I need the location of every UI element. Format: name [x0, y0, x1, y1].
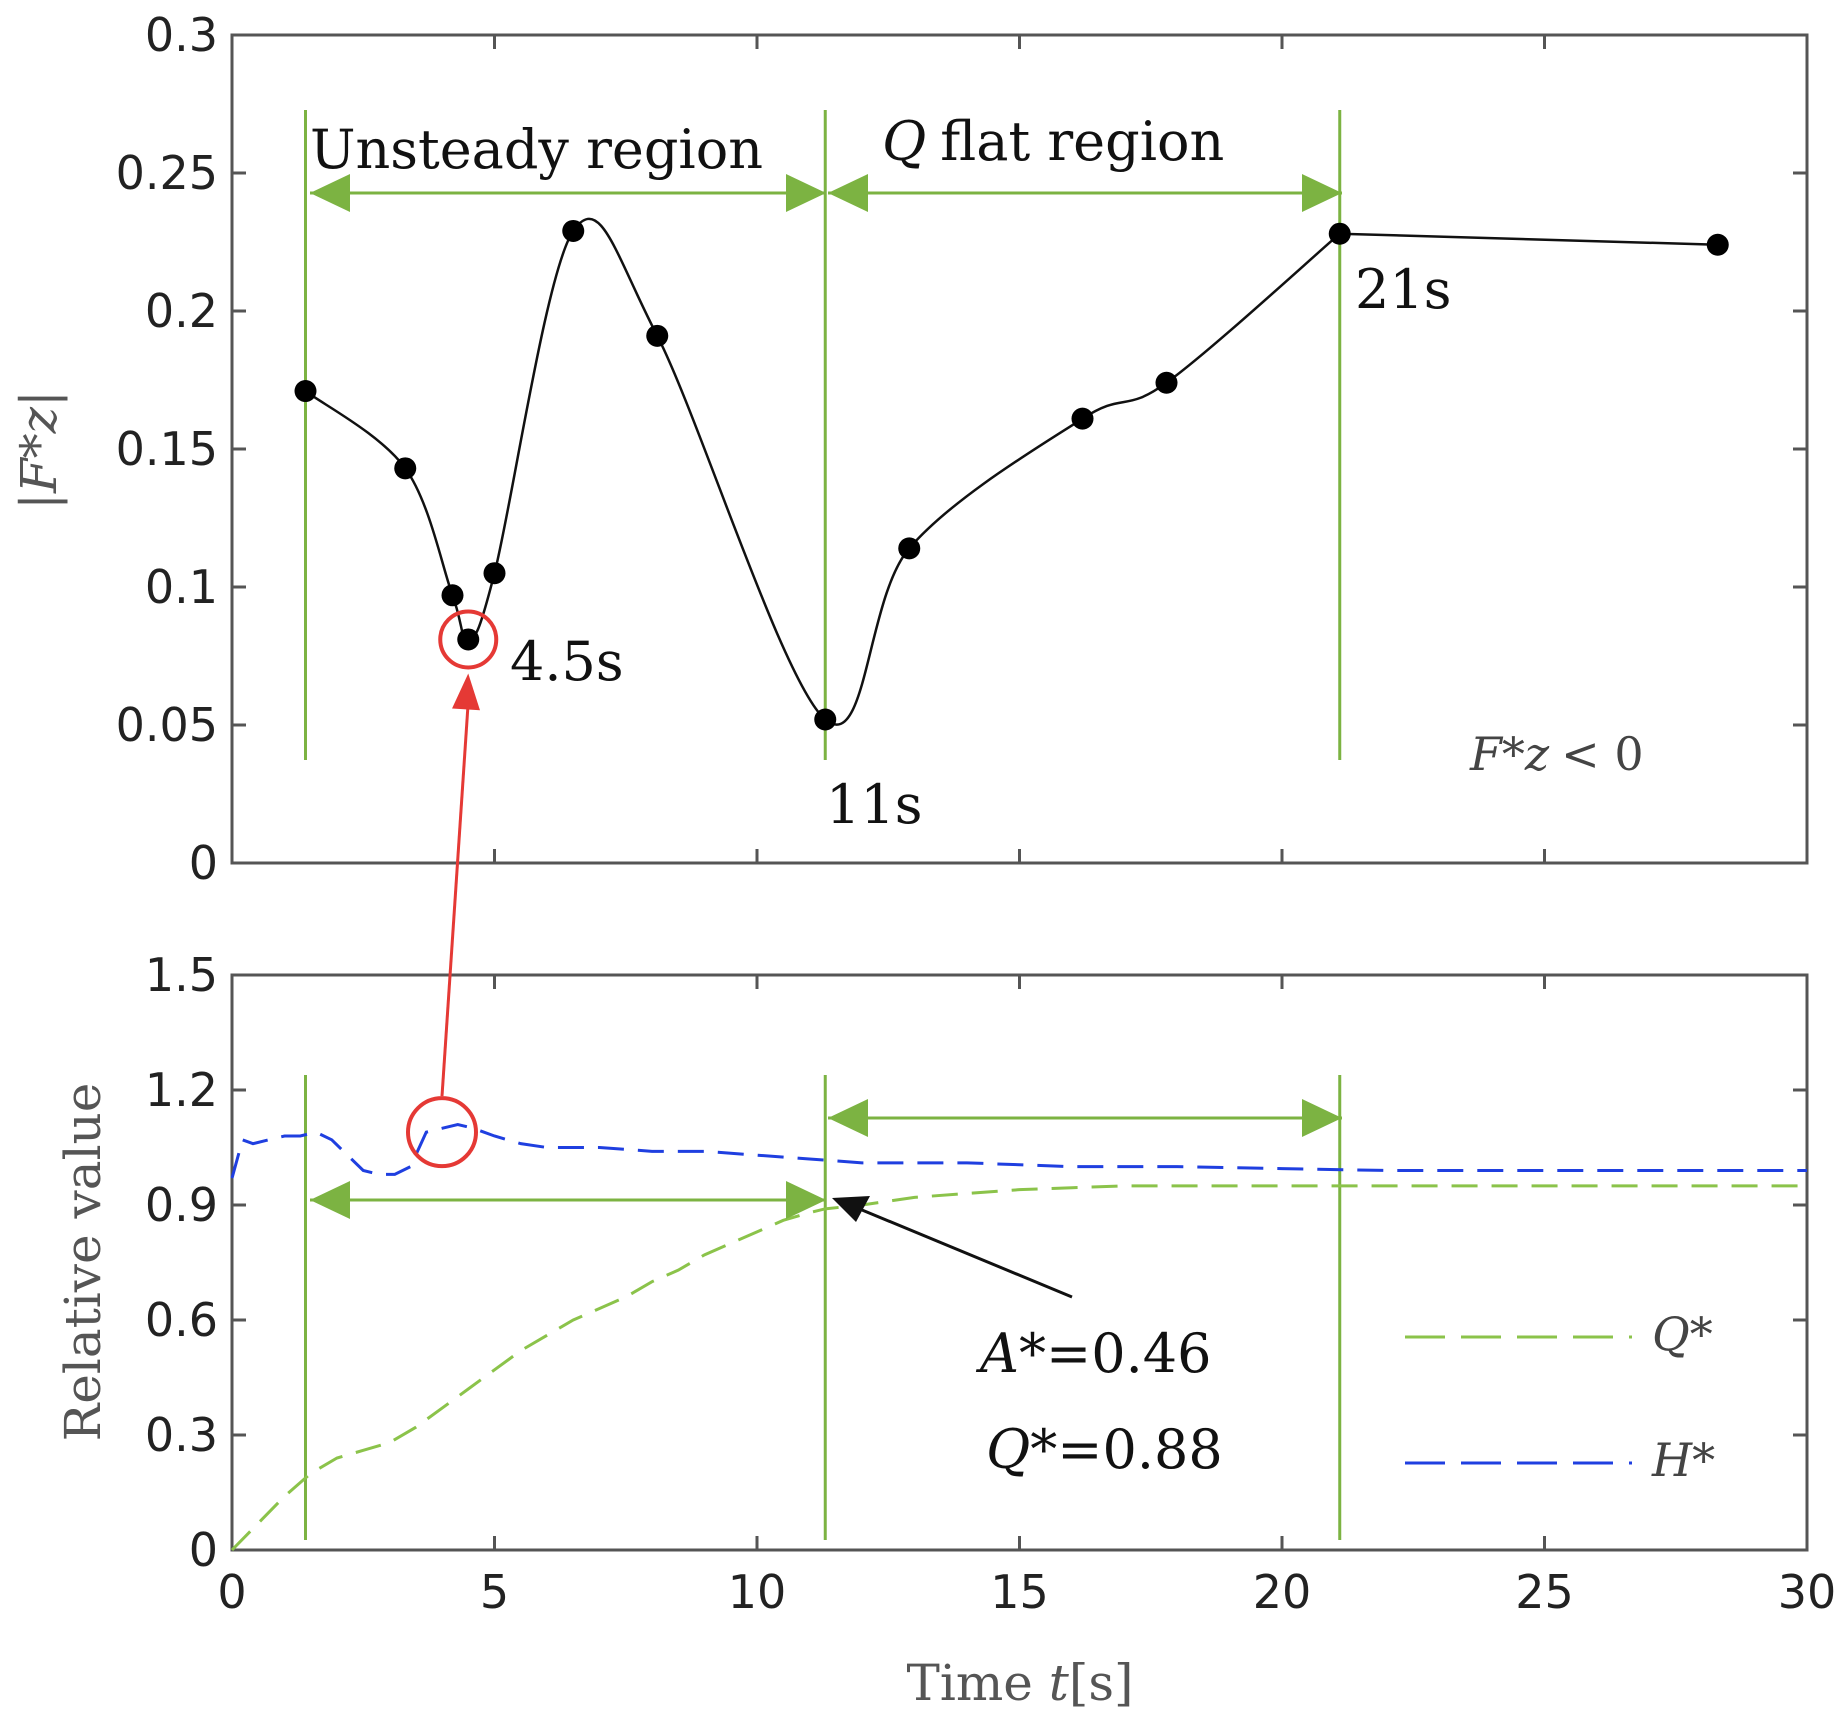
time-label-4-5s: 4.5s — [510, 630, 624, 693]
bottom-y-tick-label: 1.5 — [145, 948, 218, 1002]
bottom-x-tick-label: 20 — [1253, 1565, 1312, 1619]
top-y-tick-label: 0.1 — [145, 560, 218, 614]
bottom-y-tick-label: 0.3 — [145, 1408, 218, 1462]
q-star-annotation: Q*=0.88 — [986, 1418, 1223, 1481]
series-q-star-line — [230, 1184, 1807, 1552]
top-data-point — [562, 219, 585, 242]
bottom-flat-region-arrow — [828, 1099, 1342, 1137]
bottom-x-tick-label: 30 — [1778, 1565, 1837, 1619]
q-flat-region-arrow — [828, 174, 1342, 212]
top-y-tick-label: 0.3 — [145, 8, 218, 62]
top-y-tick-label: 0.2 — [145, 284, 218, 338]
top-data-point — [1328, 222, 1351, 245]
bottom-y-axis-label: Relative value — [54, 1083, 112, 1442]
highlight-arrowhead — [452, 673, 480, 711]
legend-q-star-label: Q* — [1652, 1307, 1713, 1361]
bottom-y-axis: 0 0.3 0.6 0.9 1.2 1.5 — [145, 948, 1807, 1577]
top-y-tick-label: 0.15 — [116, 422, 218, 476]
top-data-point — [483, 562, 506, 585]
top-data-point — [898, 537, 921, 560]
top-data-point — [646, 324, 669, 347]
bottom-x-tick-label: 0 — [217, 1565, 246, 1619]
top-data-point — [814, 708, 837, 731]
highlight-circle-top — [438, 609, 499, 670]
bottom-region-markers — [304, 1075, 1342, 1540]
bottom-y-tick-label: 0.9 — [145, 1178, 218, 1232]
highlight-link — [406, 609, 499, 1169]
top-y-axis: 0 0.05 0.1 0.15 0.2 0.25 0.3 — [116, 8, 1809, 890]
top-data-point — [1706, 233, 1729, 256]
legend: Q* H* — [1405, 1307, 1715, 1487]
top-data-point — [1071, 407, 1094, 430]
bottom-y-tick-label: 1.2 — [145, 1063, 218, 1117]
top-data-point — [1155, 371, 1178, 394]
top-region-markers — [304, 110, 1342, 760]
bottom-x-tick-label: 5 — [480, 1565, 509, 1619]
time-label-11s: 11s — [826, 773, 922, 836]
unsteady-region-label: Unsteady region — [310, 118, 763, 181]
top-chart: 0 0.05 0.1 0.15 0.2 0.25 0.3 Unsteady region Q… — [10, 8, 1809, 890]
condition-label: F*z < 0 — [1469, 727, 1644, 781]
top-data-point — [441, 584, 464, 607]
top-data-point — [457, 628, 480, 651]
bottom-x-tick-label: 10 — [728, 1565, 787, 1619]
highlight-circle-bottom — [406, 1096, 478, 1169]
bottom-chart: 0 0.3 0.6 0.9 1.2 1.5 0 5 10 15 20 25 30 A*=0.46 Q*… — [54, 948, 1836, 1710]
unsteady-region-arrow — [310, 174, 826, 212]
a-star-annotation: A*=0.46 — [975, 1322, 1211, 1385]
highlight-connector — [440, 701, 470, 1097]
x-axis-label: Time t[s] — [906, 1654, 1133, 1710]
time-label-21s: 21s — [1355, 258, 1451, 321]
top-y-tick-label: 0.05 — [116, 698, 218, 752]
legend-h-star-label: H* — [1651, 1433, 1715, 1487]
top-data-point — [294, 380, 317, 403]
top-series-points — [294, 219, 1729, 731]
top-y-axis-label: |F*z| — [10, 390, 68, 510]
bottom-y-tick-label: 0.6 — [145, 1293, 218, 1347]
bottom-x-axis: 0 5 10 15 20 25 30 — [217, 975, 1836, 1619]
top-data-point — [394, 457, 417, 480]
bottom-x-tick-label: 15 — [990, 1565, 1049, 1619]
annotation-arrow — [832, 1196, 1073, 1299]
top-y-tick-label: 0 — [189, 836, 218, 890]
bottom-x-tick-label: 25 — [1515, 1565, 1574, 1619]
top-y-tick-label: 0.25 — [116, 146, 218, 200]
bottom-unsteady-region-arrow — [310, 1181, 826, 1219]
bottom-y-tick-label: 0 — [189, 1523, 218, 1577]
